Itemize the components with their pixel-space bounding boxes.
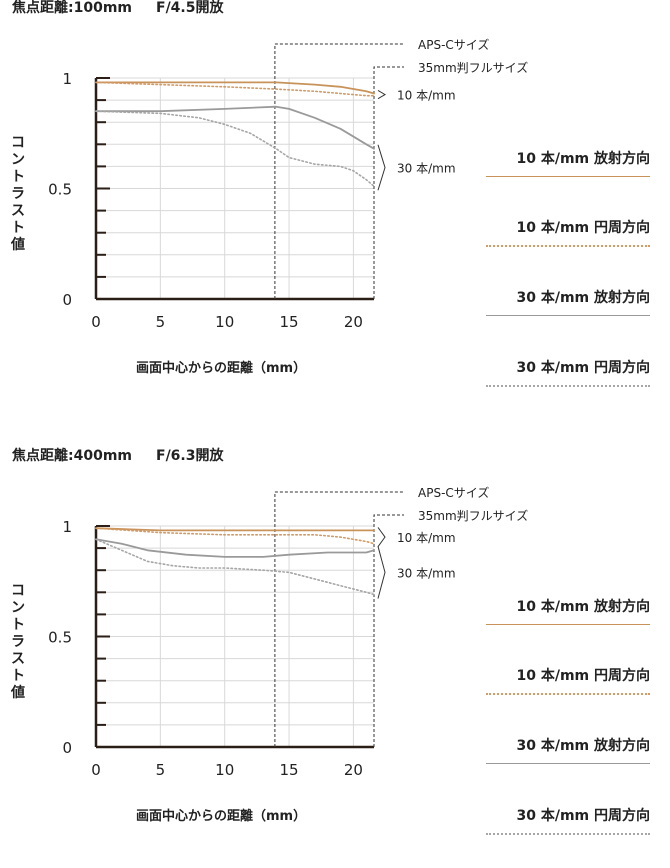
legend-swatch — [486, 833, 650, 835]
label-10lp: 10 本/mm — [397, 531, 456, 545]
legend-label: 10 本/mm 円周方向 — [516, 668, 650, 684]
bracket-30lp — [377, 144, 386, 191]
x-tick-label: 5 — [156, 761, 166, 779]
x-tick-label: 0 — [91, 313, 101, 331]
x-tick-label: 15 — [280, 761, 299, 779]
legend-item-10-sagittal: 10 本/mm 放射方向 — [486, 596, 650, 625]
fullframe-marker-line — [373, 66, 404, 299]
x-tick-label: 5 — [156, 313, 166, 331]
title-focal-length: 焦点距離:400mm — [12, 448, 132, 464]
legend-label: 10 本/mm 円周方向 — [516, 220, 650, 236]
bracket-10lp — [377, 527, 386, 547]
series-30-meridional — [95, 538, 375, 596]
mtf-panel-400mm: 焦点距離:400mm F/6.3開放 0 5 10 15 20 0 0.5 1 APS-Cサイズ 3… — [0, 448, 670, 868]
legend-item-30-sagittal: 30 本/mm 放射方向 — [486, 735, 650, 764]
label-10lp: 10 本/mm — [397, 89, 456, 103]
series-10-meridional — [95, 81, 375, 97]
x-tick-label: 0 — [91, 761, 101, 779]
y-tick-label: 0.5 — [48, 181, 72, 199]
apsc-marker-line — [274, 43, 404, 299]
y-tick-label: 0 — [62, 739, 72, 757]
x-tick-label: 10 — [215, 761, 234, 779]
x-tick-label: 15 — [280, 313, 299, 331]
legend-item-10-meridional: 10 本/mm 円周方向 — [486, 217, 650, 247]
fullframe-marker-label: 35mm判フルサイズ — [418, 508, 528, 523]
legend-swatch — [486, 624, 650, 625]
fullframe-marker-line — [373, 514, 404, 747]
chart-title: 焦点距離:400mm F/6.3開放 — [12, 445, 223, 465]
legend-label: 10 本/mm 放射方向 — [516, 151, 650, 167]
legend-label: 30 本/mm 円周方向 — [516, 360, 650, 376]
legend-item-10-meridional: 10 本/mm 円周方向 — [486, 665, 650, 695]
legend-label: 30 本/mm 放射方向 — [516, 738, 650, 754]
series-30-sagittal — [95, 538, 375, 558]
grid — [96, 77, 374, 299]
chart-title: 焦点距離:100mm F/4.5開放 — [12, 0, 223, 17]
series-30-sagittal — [95, 105, 375, 150]
title-aperture: F/4.5開放 — [156, 0, 224, 16]
legend-swatch — [486, 385, 650, 387]
bracket-10lp — [377, 90, 386, 100]
grid — [96, 525, 374, 747]
bracket-30lp — [377, 546, 386, 599]
series-10-meridional — [95, 527, 375, 545]
title-focal-length: 焦点距離:100mm — [12, 0, 132, 16]
y-axis-label: コントラスト値 — [11, 583, 25, 701]
legend-item-30-meridional: 30 本/mm 円周方向 — [486, 805, 650, 835]
y-tick-label: 0 — [62, 291, 72, 309]
x-axis-label: 画面中心からの距離（mm） — [136, 361, 307, 376]
legend-swatch — [486, 315, 650, 316]
x-axis-label: 画面中心からの距離（mm） — [136, 809, 307, 824]
y-tick-label: 0.5 — [48, 629, 72, 647]
legend-item-30-meridional: 30 本/mm 円周方向 — [486, 357, 650, 387]
legend-label: 30 本/mm 円周方向 — [516, 808, 650, 824]
title-aperture: F/6.3開放 — [156, 448, 224, 464]
mtf-chart: 0 5 10 15 20 0 0.5 1 APS-Cサイズ 35mm判フルサイズ 10 本/mm 30… — [48, 37, 528, 331]
x-tick-label: 20 — [344, 761, 363, 779]
label-30lp: 30 本/mm — [397, 162, 456, 176]
series-30-meridional — [95, 110, 375, 188]
legend-swatch — [486, 763, 650, 764]
y-tick-label: 1 — [62, 518, 72, 536]
legend-label: 30 本/mm 放射方向 — [516, 290, 650, 306]
apsc-marker-label: APS-Cサイズ — [418, 37, 489, 52]
y-axis-label: コントラスト値 — [11, 135, 25, 253]
legend-item-30-sagittal: 30 本/mm 放射方向 — [486, 287, 650, 316]
x-tick-label: 10 — [215, 313, 234, 331]
y-tick-label: 1 — [62, 70, 72, 88]
series-10-sagittal — [95, 527, 375, 532]
legend-item-10-sagittal: 10 本/mm 放射方向 — [486, 148, 650, 177]
legend-swatch — [486, 176, 650, 177]
apsc-marker-label: APS-Cサイズ — [418, 485, 489, 500]
mtf-panel-100mm: 焦点距離:100mm F/4.5開放 0 5 10 15 20 0 0.5 1 APS-Cサイズ 3… — [0, 0, 670, 420]
apsc-marker-line — [274, 491, 404, 747]
series-10-sagittal — [95, 81, 375, 95]
label-30lp: 30 本/mm — [397, 566, 456, 580]
legend-swatch — [486, 245, 650, 247]
x-tick-label: 20 — [344, 313, 363, 331]
legend-label: 10 本/mm 放射方向 — [516, 599, 650, 615]
mtf-chart: 0 5 10 15 20 0 0.5 1 APS-Cサイズ 35mm判フルサイズ 10 本/mm 30… — [48, 485, 528, 779]
fullframe-marker-label: 35mm判フルサイズ — [418, 60, 528, 75]
legend-swatch — [486, 693, 650, 695]
